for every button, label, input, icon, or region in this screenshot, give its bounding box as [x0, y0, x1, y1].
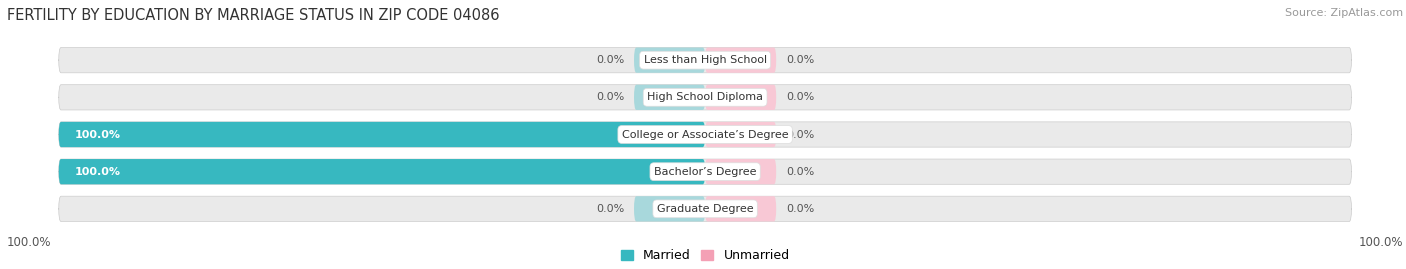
- FancyBboxPatch shape: [706, 85, 776, 110]
- FancyBboxPatch shape: [59, 159, 706, 184]
- FancyBboxPatch shape: [706, 122, 776, 147]
- Text: 100.0%: 100.0%: [75, 167, 121, 177]
- FancyBboxPatch shape: [59, 85, 1351, 110]
- Text: Graduate Degree: Graduate Degree: [657, 204, 754, 214]
- FancyBboxPatch shape: [706, 196, 776, 221]
- FancyBboxPatch shape: [59, 122, 1351, 147]
- Text: 100.0%: 100.0%: [7, 236, 52, 249]
- FancyBboxPatch shape: [706, 48, 776, 73]
- FancyBboxPatch shape: [59, 122, 706, 147]
- Text: College or Associate’s Degree: College or Associate’s Degree: [621, 129, 789, 140]
- FancyBboxPatch shape: [706, 159, 776, 184]
- Text: Bachelor’s Degree: Bachelor’s Degree: [654, 167, 756, 177]
- Text: 0.0%: 0.0%: [596, 204, 624, 214]
- FancyBboxPatch shape: [634, 196, 706, 221]
- Text: 0.0%: 0.0%: [596, 92, 624, 102]
- FancyBboxPatch shape: [59, 48, 1351, 73]
- FancyBboxPatch shape: [59, 159, 1351, 184]
- Text: 0.0%: 0.0%: [786, 167, 814, 177]
- Text: 0.0%: 0.0%: [596, 55, 624, 65]
- Text: 0.0%: 0.0%: [786, 204, 814, 214]
- Text: Source: ZipAtlas.com: Source: ZipAtlas.com: [1285, 8, 1403, 18]
- Text: FERTILITY BY EDUCATION BY MARRIAGE STATUS IN ZIP CODE 04086: FERTILITY BY EDUCATION BY MARRIAGE STATU…: [7, 8, 499, 23]
- FancyBboxPatch shape: [634, 85, 706, 110]
- Legend: Married, Unmarried: Married, Unmarried: [616, 244, 794, 267]
- Text: 0.0%: 0.0%: [786, 129, 814, 140]
- Text: Less than High School: Less than High School: [644, 55, 766, 65]
- Text: 100.0%: 100.0%: [75, 129, 121, 140]
- FancyBboxPatch shape: [634, 48, 706, 73]
- FancyBboxPatch shape: [59, 196, 1351, 221]
- Text: 100.0%: 100.0%: [1358, 236, 1403, 249]
- Text: 0.0%: 0.0%: [786, 92, 814, 102]
- Text: High School Diploma: High School Diploma: [647, 92, 763, 102]
- Text: 0.0%: 0.0%: [786, 55, 814, 65]
